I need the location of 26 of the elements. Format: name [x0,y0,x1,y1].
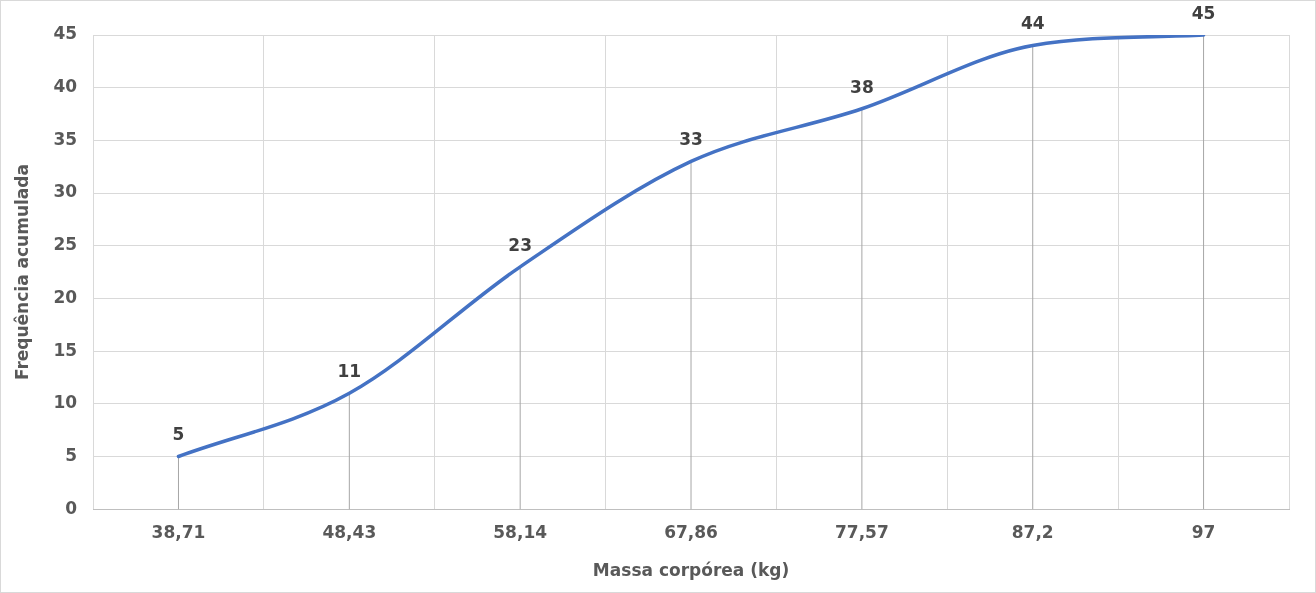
y-tick-label: 35 [53,128,78,149]
y-tick-label: 20 [53,286,78,307]
data-label: 33 [679,129,703,150]
y-tick-label: 10 [53,392,78,413]
x-tick-label: 58,14 [493,521,548,542]
x-axis-title: Massa corpórea (kg) [592,560,790,581]
y-tick-label: 30 [53,181,78,202]
x-tick-label: 77,57 [834,521,889,542]
x-tick-label: 67,86 [664,521,718,542]
data-label: 11 [337,361,362,382]
y-tick-label: 25 [53,234,78,255]
data-label: 38 [850,76,874,97]
x-tick-label: 87,2 [1011,521,1054,542]
x-tick-label: 97 [1191,521,1216,542]
x-tick-label: 38,71 [151,521,206,542]
y-tick-label: 0 [65,497,78,518]
y-axis-title: Frequência acumulada [11,164,32,381]
data-label: 44 [1020,13,1045,34]
y-tick-label: 40 [53,76,78,97]
y-tick-label: 15 [53,339,78,360]
data-label: 23 [508,234,533,255]
x-tick-label: 48,43 [322,521,377,542]
y-tick-label: 5 [65,444,78,465]
data-label: 5 [172,424,185,445]
y-tick-label: 45 [53,23,78,44]
data-label: 45 [1191,2,1216,23]
